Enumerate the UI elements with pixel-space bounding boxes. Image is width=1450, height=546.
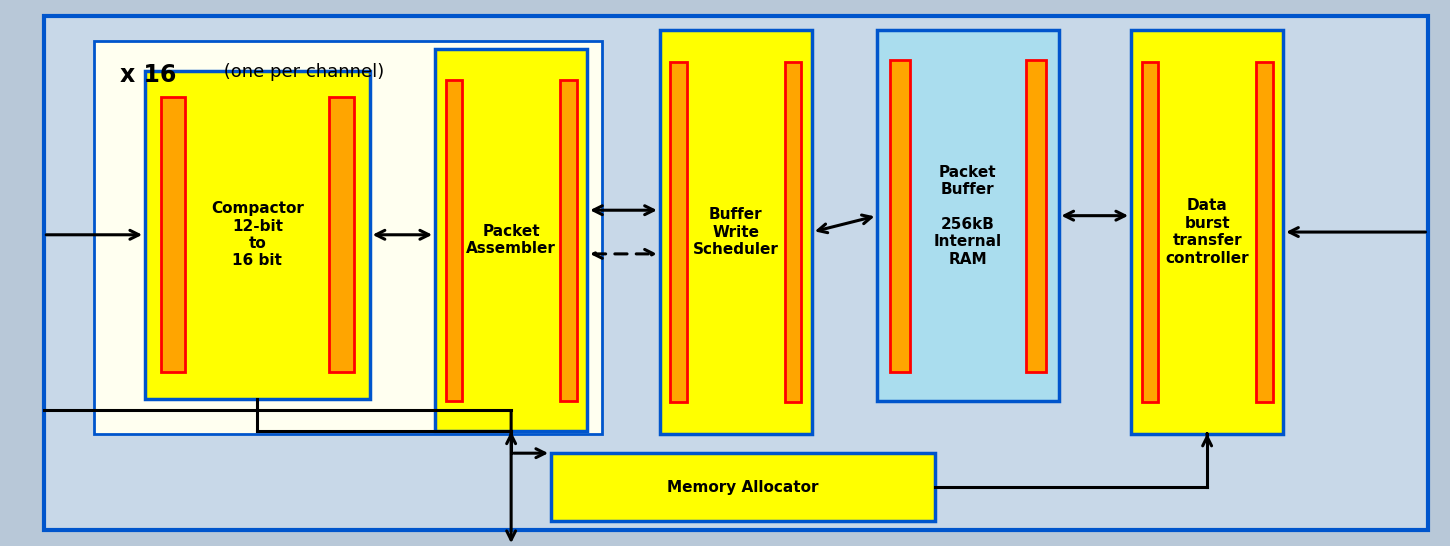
Bar [329, 97, 354, 372]
Text: Memory Allocator: Memory Allocator [667, 480, 819, 495]
Text: Data
burst
transfer
controller: Data burst transfer controller [1166, 198, 1248, 266]
Text: Compactor
12-bit
to
16 bit: Compactor 12-bit to 16 bit [210, 201, 304, 269]
Bar [445, 80, 463, 401]
Bar [435, 49, 587, 431]
Bar [145, 71, 370, 399]
Text: (one per channel): (one per channel) [218, 63, 384, 81]
Bar [660, 30, 812, 434]
Bar [161, 97, 186, 372]
Bar [877, 30, 1058, 401]
Text: Packet
Assembler: Packet Assembler [467, 224, 555, 257]
Bar [1256, 62, 1273, 402]
Bar [784, 62, 802, 402]
Bar [1256, 62, 1273, 402]
Text: x 16: x 16 [120, 63, 177, 87]
Bar [1141, 62, 1159, 402]
Bar [445, 80, 463, 401]
Bar [94, 41, 602, 434]
Bar [890, 60, 911, 372]
Bar [329, 97, 354, 372]
Bar [1141, 62, 1159, 402]
Bar [890, 60, 911, 372]
Bar [161, 97, 186, 372]
Bar [551, 453, 935, 521]
Bar [1025, 60, 1045, 372]
Text: Buffer
Write
Scheduler: Buffer Write Scheduler [693, 207, 779, 257]
Bar [670, 62, 687, 402]
Bar [1025, 60, 1045, 372]
Bar [560, 80, 577, 401]
Bar [560, 80, 577, 401]
Bar [784, 62, 802, 402]
Text: Packet
Buffer

256kB
Internal
RAM: Packet Buffer 256kB Internal RAM [934, 165, 1002, 266]
Bar [1131, 30, 1283, 434]
Bar [670, 62, 687, 402]
